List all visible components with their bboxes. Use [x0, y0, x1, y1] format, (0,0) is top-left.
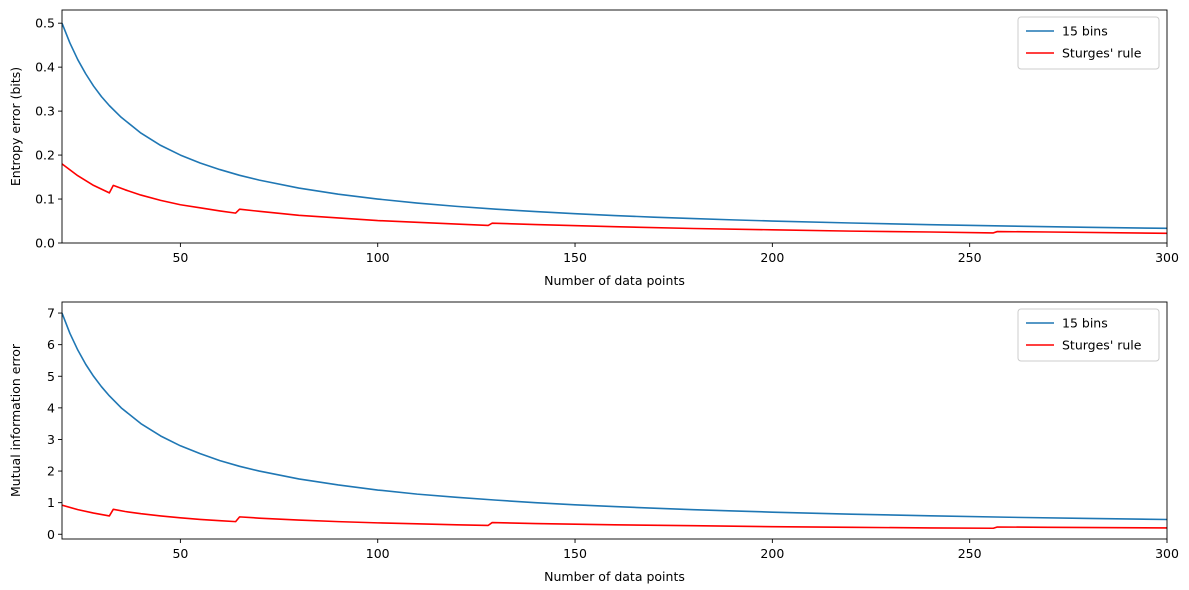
y-tick-label: 0.1	[35, 192, 55, 207]
y-axis-label: Mutual information error	[8, 343, 23, 497]
axes-frame	[61, 301, 1168, 540]
legend-label-2: Sturges' rule	[1062, 46, 1142, 61]
legend-box	[1017, 16, 1160, 70]
y-axis-label: Entropy error (bits)	[8, 67, 23, 186]
legend: 15 bins Sturges' rule	[1017, 16, 1160, 70]
x-axis-label: Number of data points	[544, 273, 685, 288]
y-tick-label: 5	[47, 369, 55, 384]
x-tick-label: 300	[1155, 546, 1179, 561]
legend-label-2: Sturges' rule	[1062, 338, 1142, 353]
legend-label-1: 15 bins	[1062, 24, 1108, 39]
x-tick-label: 300	[1155, 250, 1179, 265]
y-tick-label: 0.4	[35, 60, 55, 75]
x-tick-label: 150	[563, 250, 587, 265]
y-tick-label: 7	[47, 306, 55, 321]
chart-panel-2: 50 100 150 200 250 300 0 1 2 3 4 5 6 7 Number of data …	[8, 301, 1179, 584]
axes-frame	[61, 9, 1168, 244]
x-tick-label: 200	[760, 250, 784, 265]
x-axis-label: Number of data points	[544, 569, 685, 584]
x-tick-label: 50	[172, 546, 188, 561]
chart-panel-1: 50 100 150 200 250 300 0.0 0.1 0.2 0.3 0.4 0.5 Numbe…	[8, 9, 1179, 288]
y-tick-label: 0	[47, 527, 55, 542]
x-tick-label: 200	[760, 546, 784, 561]
y-tick-label: 4	[47, 400, 55, 415]
y-tick-label: 2	[47, 464, 55, 479]
x-tick-label: 50	[172, 250, 188, 265]
y-tick-label: 0.3	[35, 104, 55, 119]
series-line-1	[62, 22, 1167, 230]
x-tick-label: 250	[958, 546, 982, 561]
y-tick-label: 0.2	[35, 148, 55, 163]
y-tick-label: 0.5	[35, 16, 55, 31]
x-tick-label: 100	[366, 250, 390, 265]
x-tick-label: 150	[563, 546, 587, 561]
x-tick-label: 250	[958, 250, 982, 265]
x-tick-label: 100	[366, 546, 390, 561]
series-line-2	[62, 163, 1167, 235]
legend-label-1: 15 bins	[1062, 316, 1108, 331]
y-tick-label: 6	[47, 337, 55, 352]
y-tick-label: 0.0	[35, 236, 55, 251]
y-tick-label: 3	[47, 432, 55, 447]
legend-box	[1017, 308, 1160, 362]
legend: 15 bins Sturges' rule	[1017, 308, 1160, 362]
y-tick-label: 1	[47, 495, 55, 510]
series-line-2	[62, 504, 1167, 530]
series-line-1	[62, 312, 1167, 521]
